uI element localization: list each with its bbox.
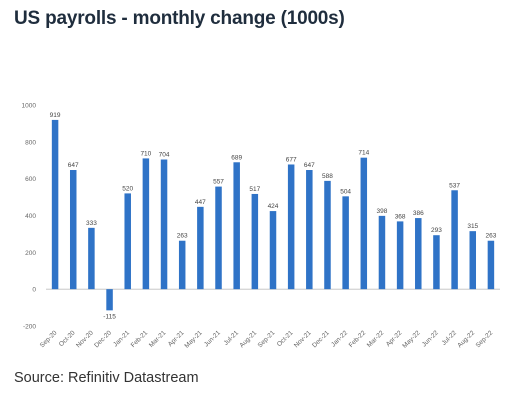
- data-label: 689: [231, 154, 242, 161]
- y-tick-label: 200: [25, 250, 36, 257]
- data-label: 263: [177, 233, 188, 240]
- data-label: 293: [431, 227, 442, 234]
- y-tick-label: 400: [25, 213, 36, 220]
- bar: [378, 215, 386, 290]
- data-label: 710: [140, 150, 151, 157]
- x-tick-label: Feb-21: [130, 329, 150, 349]
- x-tick-label: Jun-22: [421, 329, 440, 348]
- data-label: 263: [485, 233, 496, 240]
- x-tick-label: Dec-21: [311, 329, 331, 349]
- bar: [433, 235, 440, 290]
- bar: [88, 227, 95, 290]
- x-tick-label: Aug-21: [238, 329, 258, 349]
- x-tick-label: Dec-20: [93, 329, 113, 349]
- x-tick-label: Sep-22: [475, 329, 495, 349]
- bar: [197, 206, 204, 290]
- data-label: 704: [159, 152, 170, 159]
- data-label: -115: [103, 313, 116, 320]
- data-label: 647: [68, 162, 79, 169]
- bar: [160, 159, 168, 290]
- bar: [106, 289, 113, 311]
- bar: [451, 190, 458, 290]
- bar: [360, 157, 368, 290]
- bar: [69, 170, 77, 290]
- data-label: 588: [322, 173, 333, 180]
- x-tick-label: Sep-21: [257, 329, 277, 349]
- bar: [251, 193, 259, 290]
- x-tick-label: Aug-22: [456, 329, 476, 349]
- source-note: Source: Refinitiv Datastream: [14, 370, 199, 386]
- bar: [324, 180, 331, 290]
- bar: [215, 186, 222, 290]
- bar: [306, 170, 313, 290]
- data-label: 520: [122, 185, 133, 192]
- data-label: 919: [50, 112, 61, 119]
- data-label: 447: [195, 199, 206, 206]
- bar: [178, 240, 186, 290]
- data-label: 315: [467, 223, 478, 230]
- x-tick-label: Sep-20: [39, 329, 59, 349]
- x-tick-label: Mar-22: [366, 329, 386, 349]
- chart-title: US payrolls - monthly change (1000s): [14, 8, 345, 29]
- data-label: 537: [449, 182, 460, 189]
- data-label: 398: [377, 208, 388, 215]
- y-tick-label: 800: [25, 139, 36, 146]
- bars: [51, 119, 495, 311]
- data-label: 517: [249, 186, 260, 193]
- x-tick-label: May-22: [401, 329, 422, 350]
- x-tick-label: Jan-22: [330, 329, 349, 348]
- x-tick-label: Oct-21: [276, 329, 295, 348]
- bar: [269, 211, 277, 290]
- y-axis: -200 0 200 400 600 800 1000: [22, 103, 37, 331]
- data-label: 677: [286, 156, 297, 163]
- y-tick-label: -200: [23, 324, 36, 331]
- bar: [142, 158, 150, 290]
- bar: [469, 231, 477, 290]
- x-tick-label: Nov-21: [293, 329, 313, 349]
- data-label: 368: [395, 213, 406, 220]
- x-tick-label: May-21: [183, 329, 204, 350]
- x-tick-label: Nov-20: [75, 329, 95, 349]
- x-tick-label: Oct-20: [58, 329, 77, 348]
- bar: [415, 218, 422, 290]
- bar: [396, 221, 404, 290]
- bar: [51, 119, 59, 290]
- y-tick-label: 1000: [22, 103, 37, 110]
- x-tick-label: Mar-21: [148, 329, 168, 349]
- data-label: 504: [340, 188, 351, 195]
- data-labels: 919 647 333 -115 520 710 704 263 447 557 689 517 424…: [50, 112, 497, 320]
- data-label: 424: [268, 203, 279, 210]
- data-label: 714: [358, 150, 369, 157]
- data-label: 647: [304, 162, 315, 169]
- data-label: 386: [413, 210, 424, 217]
- y-tick-label: 600: [25, 176, 36, 183]
- data-label: 333: [86, 220, 97, 227]
- bar: [124, 193, 131, 290]
- bar: [342, 196, 349, 290]
- y-tick-label: 0: [32, 287, 36, 294]
- data-label: 557: [213, 179, 224, 186]
- x-tick-label: Jun-21: [203, 329, 222, 348]
- x-tick-label: Jan-21: [112, 329, 131, 348]
- bar: [233, 162, 240, 290]
- x-tick-label: Feb-22: [348, 329, 368, 349]
- bar: [287, 164, 295, 290]
- bar: [487, 240, 495, 290]
